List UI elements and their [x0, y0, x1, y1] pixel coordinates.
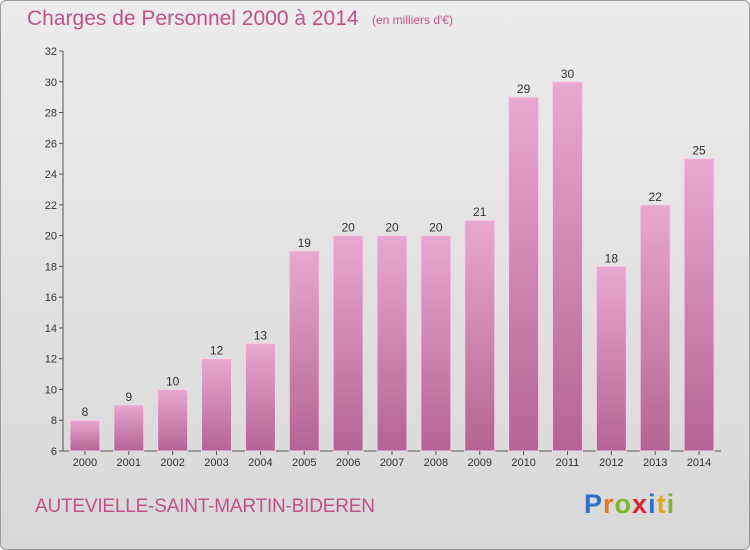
x-tick-label: 2009 [467, 457, 491, 469]
data-label: 10 [166, 374, 180, 388]
data-label: 8 [82, 405, 89, 419]
x-tick-label: 2008 [424, 457, 448, 469]
bar [464, 219, 496, 452]
bar [69, 419, 101, 452]
x-tick-label: 2003 [204, 457, 228, 469]
x-tick-label: 2010 [511, 457, 535, 469]
logo-letter: i [666, 489, 676, 519]
bar [288, 250, 320, 452]
y-tick-label: 22 [45, 200, 57, 212]
x-tick-label: 2000 [73, 457, 97, 469]
data-label: 20 [341, 221, 355, 235]
x-tick-label: 2013 [643, 457, 667, 469]
y-tick-label: 14 [45, 323, 57, 335]
data-label: 12 [210, 344, 224, 358]
data-label: 29 [517, 82, 531, 96]
y-tick-label: 10 [45, 384, 57, 396]
bar [595, 265, 627, 452]
x-tick-label: 2012 [599, 457, 623, 469]
data-label: 21 [473, 205, 487, 219]
chart-subtitle: (en milliers d'€) [372, 13, 453, 27]
x-tick-label: 2001 [117, 457, 141, 469]
logo-letter: o [614, 489, 633, 519]
x-tick-label: 2007 [380, 457, 404, 469]
data-label: 20 [385, 221, 399, 235]
y-tick-label: 12 [45, 354, 57, 366]
bar [201, 358, 233, 452]
bar [332, 235, 364, 452]
logo-letter: r [603, 489, 615, 519]
data-label: 30 [561, 67, 575, 81]
data-label: 19 [298, 236, 312, 250]
y-tick-label: 26 [45, 138, 57, 150]
y-tick-label: 16 [45, 292, 57, 304]
bar [683, 158, 715, 452]
logo-letter: t [656, 489, 667, 519]
commune-name: AUTEVIELLE-SAINT-MARTIN-BIDEREN [35, 496, 375, 517]
y-tick-label: 24 [45, 169, 57, 181]
logo-letter: x [632, 489, 649, 519]
data-label: 9 [125, 390, 132, 404]
data-label: 25 [692, 144, 706, 158]
x-tick-label: 2014 [687, 457, 711, 469]
y-tick-label: 28 [45, 108, 57, 120]
logo-letter: P [584, 489, 604, 519]
y-tick-label: 30 [45, 77, 57, 89]
bar [420, 235, 452, 452]
data-label: 18 [605, 251, 619, 265]
y-tick-label: 18 [45, 261, 57, 273]
x-tick-label: 2006 [336, 457, 360, 469]
bar [157, 388, 189, 452]
data-label: 20 [429, 221, 443, 235]
x-tick-label: 2011 [556, 457, 580, 469]
data-label: 13 [254, 328, 268, 342]
chart-title: Charges de Personnel 2000 à 2014 [27, 7, 359, 30]
bar [639, 204, 671, 452]
proxiti-logo: Proxiti [584, 489, 675, 520]
x-tick-label: 2002 [160, 457, 184, 469]
logo-letter: i [648, 489, 657, 519]
bar [551, 81, 583, 452]
y-tick-label: 20 [45, 231, 57, 243]
y-tick-label: 6 [51, 446, 57, 458]
y-tick-label: 32 [45, 46, 57, 58]
x-tick-label: 2005 [292, 457, 316, 469]
x-tick-label: 2004 [248, 457, 272, 469]
data-label: 22 [649, 190, 663, 204]
bar [244, 342, 276, 452]
bar [508, 96, 540, 452]
bar [113, 404, 145, 452]
y-tick-label: 8 [51, 415, 57, 427]
bar [376, 235, 408, 452]
